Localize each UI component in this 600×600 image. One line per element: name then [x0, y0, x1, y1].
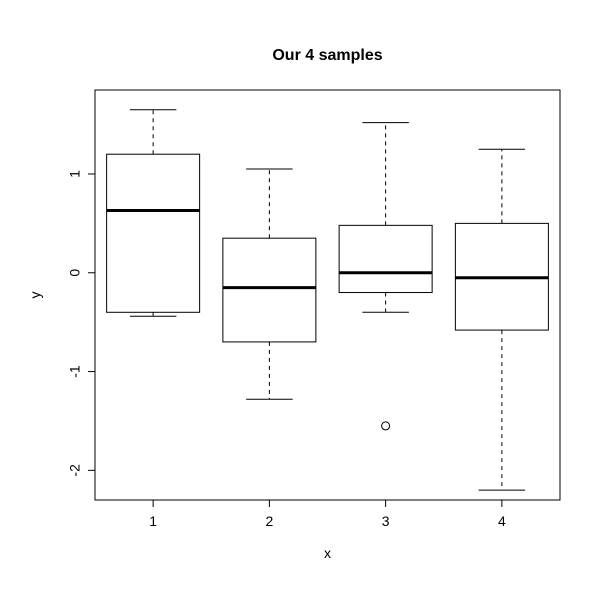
x-tick-label: 1 — [149, 513, 157, 529]
box — [107, 110, 200, 316]
y-tick-label: 1 — [67, 170, 83, 178]
x-axis-ticks: 1 2 3 4 — [149, 500, 506, 529]
box — [223, 169, 316, 399]
x-tick-label: 2 — [265, 513, 273, 529]
y-axis-ticks: -2 -1 0 1 — [67, 170, 95, 477]
chart-title: Our 4 samples — [272, 47, 382, 64]
x-tick-label: 3 — [382, 513, 390, 529]
y-axis-label: y — [27, 292, 43, 299]
y-tick-label: -2 — [67, 464, 83, 477]
y-tick-label: -1 — [67, 365, 83, 378]
boxplot-chart: Our 4 samples 1 2 3 4 -2 -1 0 1 x y — [0, 0, 600, 600]
x-tick-label: 4 — [498, 513, 506, 529]
box-iqr — [223, 238, 316, 342]
box-iqr — [107, 154, 200, 312]
box — [339, 123, 432, 430]
y-tick-label: 0 — [67, 269, 83, 277]
x-axis-label: x — [324, 545, 331, 561]
boxplot-series — [107, 110, 549, 490]
outlier-point — [382, 422, 390, 430]
box-iqr — [339, 225, 432, 292]
box — [455, 149, 548, 490]
